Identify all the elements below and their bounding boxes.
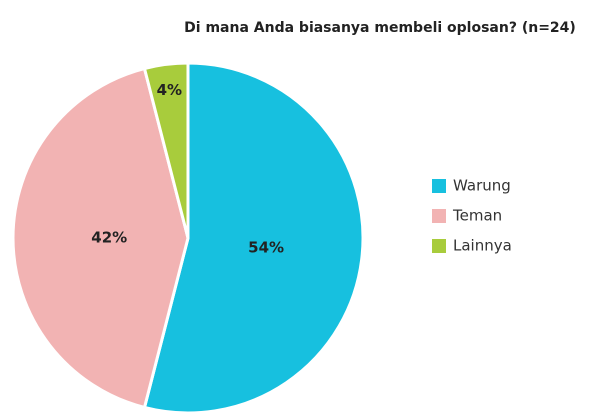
legend-label: Teman xyxy=(452,207,502,225)
legend-label: Lainnya xyxy=(453,237,512,255)
legend-swatch xyxy=(432,239,446,253)
pie-slice xyxy=(11,66,190,410)
legend-swatch xyxy=(432,179,446,193)
pie-slice xyxy=(142,61,190,239)
value-label: 4% xyxy=(157,81,182,99)
value-label: 42% xyxy=(91,229,127,247)
pie-slice xyxy=(142,61,365,413)
legend-label: Warung xyxy=(453,177,511,195)
chart-title: Di mana Anda biasanya membeli oplosan? (… xyxy=(184,20,576,36)
legend-swatch xyxy=(432,209,446,223)
value-label: 54% xyxy=(248,238,284,256)
